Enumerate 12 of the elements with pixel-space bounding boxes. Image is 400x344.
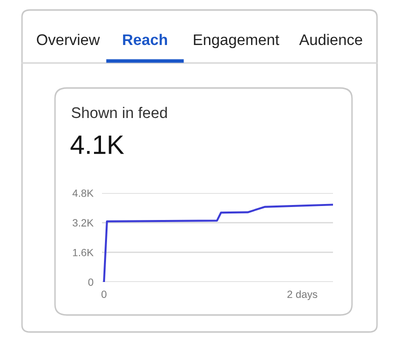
- text: Engagement: [194, 34, 280, 48]
- y-tick-label: 3.2K: [72, 219, 94, 227]
- chart-subtitle: 4.1K: [70, 136, 124, 154]
- y-tick-label: 0: [88, 278, 94, 286]
- text: Overview: [36, 34, 100, 46]
- text: Audience: [299, 34, 362, 46]
- text: Reach: [123, 34, 167, 46]
- x-tick-label: 2 days: [287, 290, 318, 300]
- chart-title: Shown in feed: [72, 106, 167, 118]
- y-tick-label: 4.8K: [72, 190, 94, 197]
- y-tick-label: 1.6K: [73, 248, 94, 256]
- line-series: [103, 204, 333, 282]
